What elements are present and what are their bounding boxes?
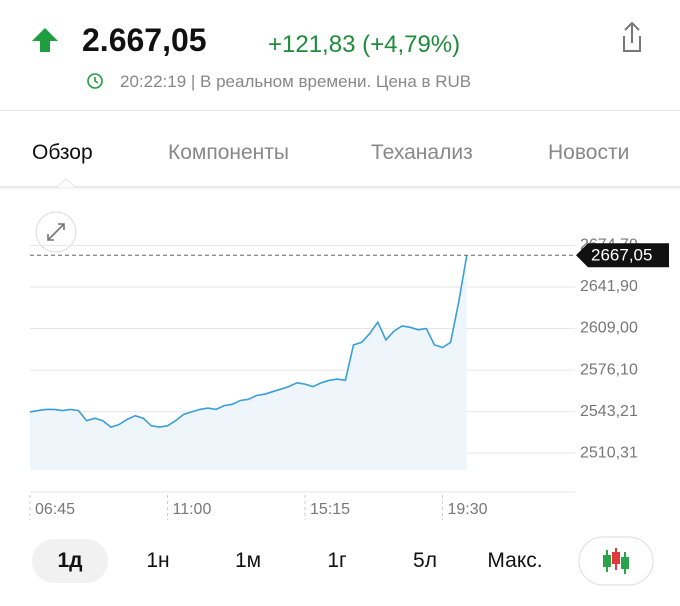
tab[interactable]: Новости <box>548 141 630 164</box>
tab-pointer <box>56 178 76 188</box>
y-tick-label: 2576,10 <box>580 361 638 378</box>
last-price-tag <box>576 243 669 268</box>
x-tick-label: 06:45 <box>35 501 75 518</box>
y-tick-label: 2510,31 <box>580 444 638 461</box>
range-active-bg <box>32 539 108 583</box>
divider <box>0 110 680 111</box>
range-button[interactable]: 5л <box>413 549 437 572</box>
tab[interactable]: Компоненты <box>168 141 289 164</box>
share-button[interactable] <box>612 18 652 58</box>
range-button[interactable]: 1г <box>327 549 347 572</box>
tab[interactable]: Обзор <box>32 141 93 164</box>
price-line <box>29 255 468 428</box>
last-price-label: 2667,05 <box>591 246 652 265</box>
candle-button[interactable] <box>578 536 654 586</box>
up-arrow-icon <box>32 28 58 52</box>
range-button[interactable]: 1м <box>234 549 262 572</box>
x-tick-label: 11:00 <box>173 501 212 518</box>
price-change: +121,83 (+4,79%) <box>268 31 461 58</box>
x-tick-label: 19:30 <box>448 501 488 518</box>
y-tick-label: 2543,21 <box>580 403 638 420</box>
status-line: 20:22:19 | В реальном времени. Цена в RU… <box>120 72 472 91</box>
area <box>30 255 467 470</box>
tab-shadow <box>0 186 680 190</box>
clock-icon <box>87 73 103 89</box>
price: 2.667,05 <box>82 22 207 58</box>
range-button[interactable]: 1д <box>57 549 83 572</box>
range-button[interactable]: 1н <box>146 549 170 572</box>
tab[interactable]: Теханализ <box>371 141 473 164</box>
x-tick-label: 15:15 <box>310 501 350 518</box>
y-tick-label: 2609,00 <box>580 320 638 337</box>
y-tick-label: 2641,90 <box>580 278 638 295</box>
range-button[interactable]: Макс. <box>487 549 543 572</box>
expand-icon <box>47 223 65 241</box>
